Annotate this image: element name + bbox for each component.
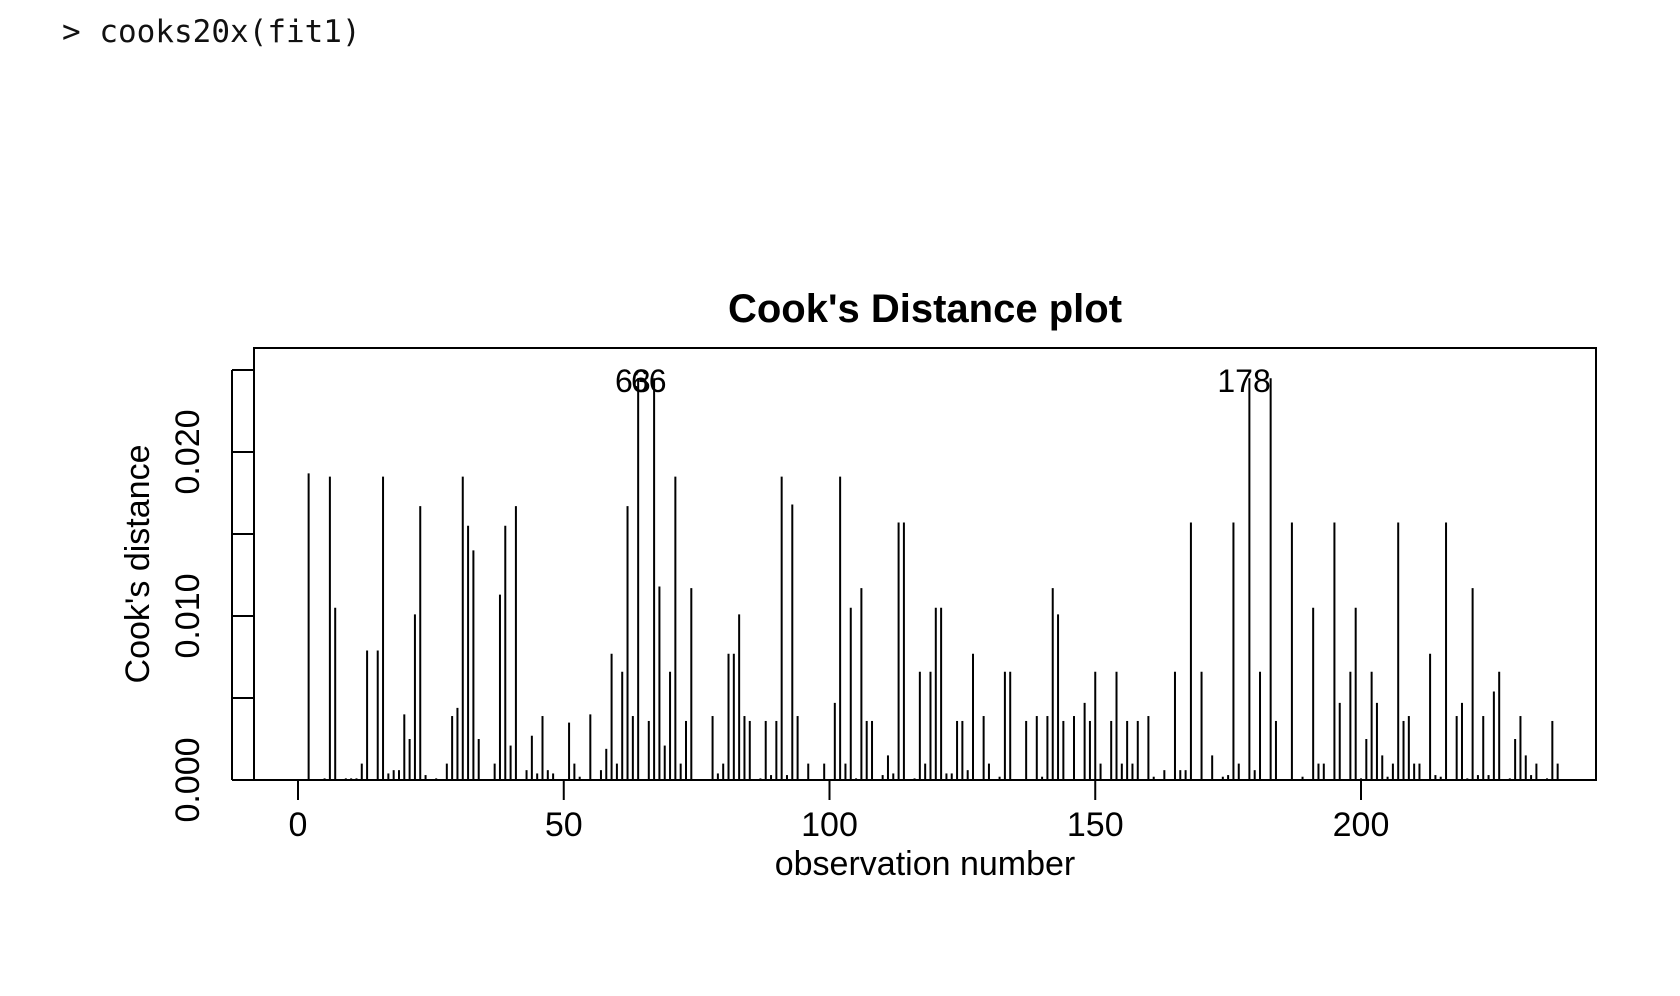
data-lines — [307, 378, 1559, 780]
y-tick-label: 0.000 — [169, 737, 207, 822]
x-axis: 0 50 100 150 200 — [289, 779, 1390, 844]
x-tick-label: 100 — [801, 806, 858, 844]
x-tick-label: 200 — [1333, 806, 1390, 844]
point-label: 66 — [631, 363, 667, 399]
x-axis-label: observation number — [775, 845, 1076, 883]
point-label: 178 — [1217, 363, 1270, 399]
plot-frame — [253, 347, 1597, 781]
x-tick-label: 0 — [289, 806, 308, 844]
x-tick-label: 150 — [1067, 806, 1124, 844]
y-axis: 0.000 0.010 0.020 — [169, 369, 254, 823]
console-command: cooks20x(fit1) — [99, 14, 361, 50]
point-label: 63 — [615, 363, 651, 399]
y-axis-label: Cook's distance — [119, 445, 157, 684]
y-tick-label: 0.020 — [169, 409, 207, 494]
console-command-line: > cooks20x(fit1) — [62, 14, 361, 50]
chart-title: Cook's Distance plot — [728, 287, 1122, 331]
y-tick-label: 0.010 — [169, 573, 207, 658]
console-prompt: > — [62, 14, 81, 50]
x-tick-label: 50 — [545, 806, 583, 844]
